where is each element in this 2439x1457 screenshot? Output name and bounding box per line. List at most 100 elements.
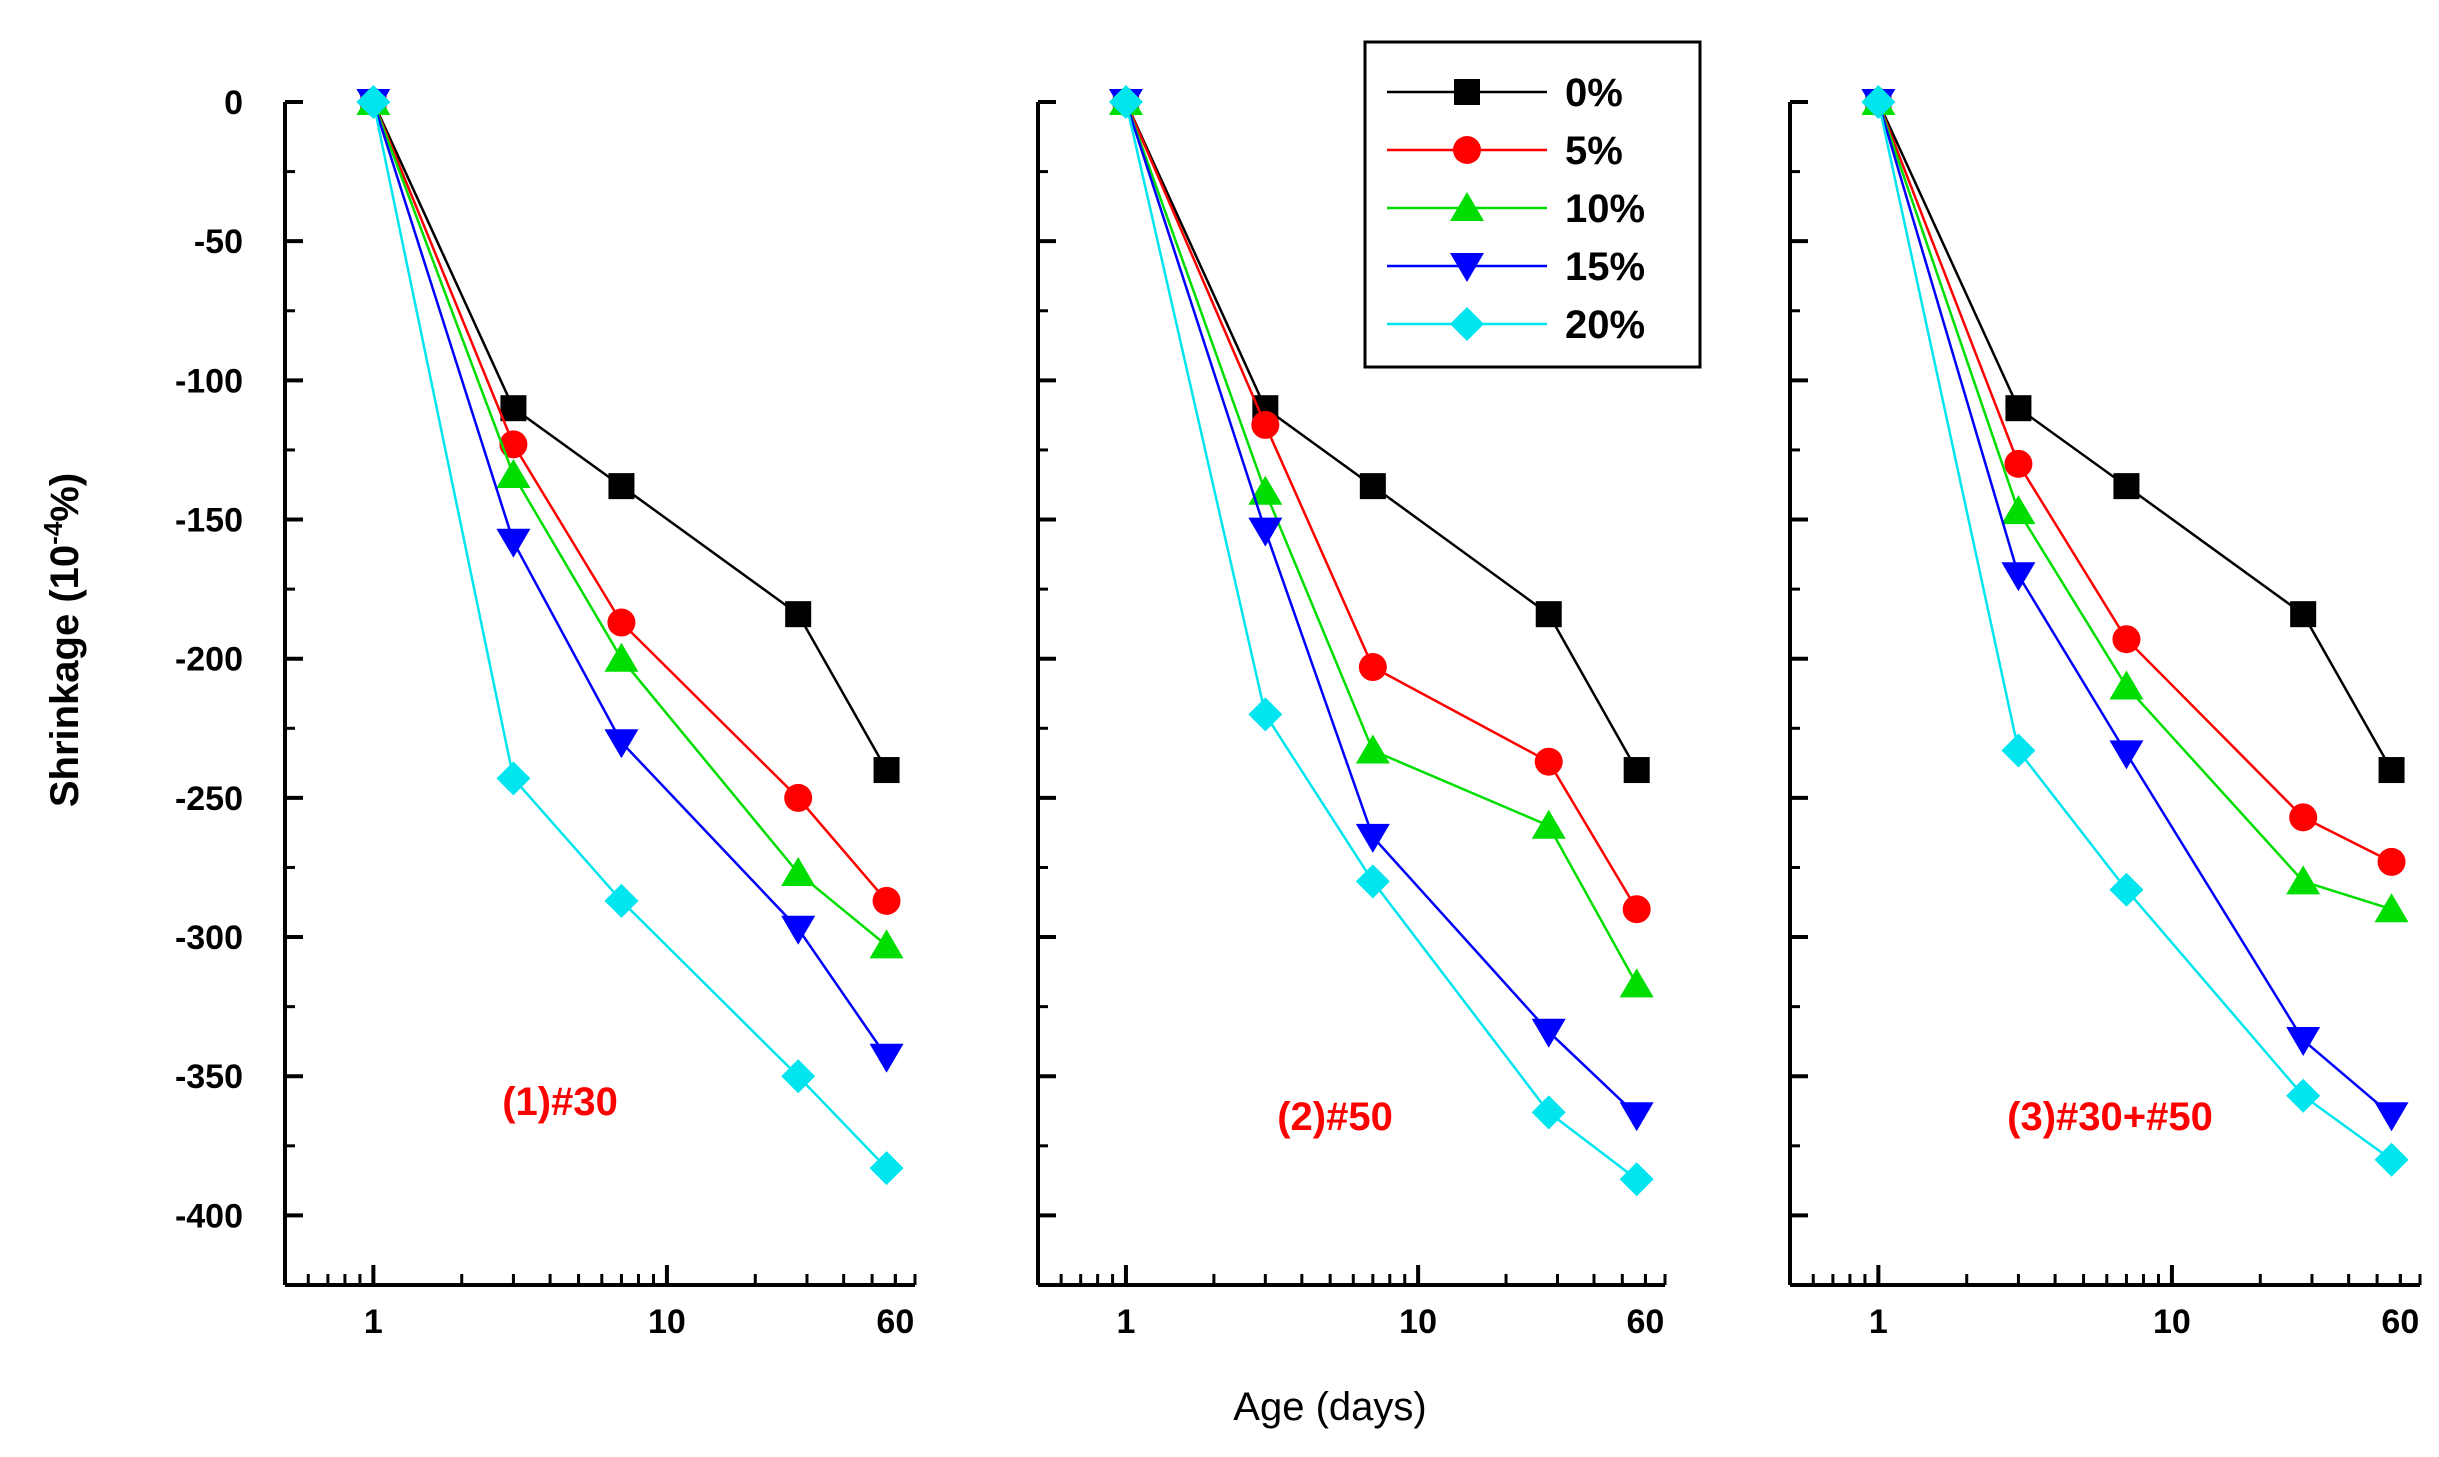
x-tick-label: 60 xyxy=(1627,1303,1665,1341)
series-line xyxy=(1877,101,2392,911)
data-point xyxy=(781,915,816,945)
data-point xyxy=(784,783,813,812)
data-point xyxy=(2109,670,2144,700)
series-15% xyxy=(356,89,904,1073)
data-point xyxy=(1251,410,1280,439)
data-point xyxy=(1248,697,1283,732)
legend-marker xyxy=(1450,192,1484,221)
data-point xyxy=(2374,1142,2409,1177)
panel-1: 0 -50 -100 -150 -200 -250 -300 -350 -400 1 10 60 (1)… xyxy=(175,84,917,1341)
data-point xyxy=(1358,653,1387,682)
series-10% xyxy=(356,86,904,959)
y-tick-label: 0 xyxy=(224,84,243,122)
legend-item-15%: 15% xyxy=(1387,245,1645,289)
data-point xyxy=(356,85,391,119)
data-point xyxy=(2113,473,2140,500)
panel-label: (1)#30 xyxy=(502,1080,618,1124)
x-tick-label: 1 xyxy=(1869,1303,1888,1341)
series-line xyxy=(372,101,888,1058)
data-point xyxy=(1622,895,1651,924)
data-point xyxy=(869,1043,904,1073)
data-point xyxy=(1531,1018,1566,1048)
x-tick-label: 10 xyxy=(1399,1303,1437,1341)
data-point xyxy=(1861,85,1896,119)
data-point xyxy=(2377,847,2406,876)
y-axis-title-end: %) xyxy=(43,473,87,522)
data-point xyxy=(499,430,528,459)
legend-box xyxy=(1363,40,1702,369)
y-tick-label: -250 xyxy=(175,780,243,818)
legend-item-5%: 5% xyxy=(1387,129,1623,173)
data-point xyxy=(2378,757,2405,784)
panels-layer: 0 -50 -100 -150 -200 -250 -300 -350 -400 1 10 60 (1)… xyxy=(175,84,2422,1341)
data-point xyxy=(781,857,816,887)
x-tick-label: 1 xyxy=(1116,1303,1135,1341)
y-tick-label: -150 xyxy=(175,502,243,540)
data-point xyxy=(604,729,639,759)
data-point xyxy=(604,883,639,918)
data-point xyxy=(2289,803,2318,832)
data-point xyxy=(2001,562,2036,592)
data-point xyxy=(1248,475,1283,505)
data-point xyxy=(500,395,527,422)
data-point xyxy=(604,642,639,672)
legend-marker xyxy=(1454,79,1480,105)
legend-label: 15% xyxy=(1565,245,1645,289)
data-point xyxy=(869,1151,904,1186)
data-point xyxy=(1355,734,1390,764)
series-line xyxy=(372,101,888,902)
y-axis-title-exponent: -4 xyxy=(38,521,68,545)
data-point xyxy=(608,473,635,500)
data-point xyxy=(1248,517,1283,547)
x-tick-label: 10 xyxy=(2153,1303,2191,1341)
data-point xyxy=(496,528,531,558)
y-tick-label: -350 xyxy=(175,1058,243,1096)
data-point xyxy=(785,601,812,628)
data-point xyxy=(2112,625,2141,654)
series-10% xyxy=(1861,86,2409,923)
data-point xyxy=(1531,1095,1566,1130)
data-point xyxy=(2109,740,2144,770)
x-tick-label: 60 xyxy=(2381,1303,2419,1341)
data-point xyxy=(2001,495,2036,525)
data-point xyxy=(607,608,636,637)
data-point xyxy=(2286,1027,2321,1057)
x-tick-label: 10 xyxy=(648,1303,686,1341)
x-axis-title: Age (days) xyxy=(1233,1385,1426,1429)
data-point xyxy=(1355,864,1390,899)
data-point xyxy=(2109,872,2144,907)
panel-2: 1 10 60 (2)#50 xyxy=(1036,85,1667,1341)
data-point xyxy=(1359,473,1386,500)
series-0% xyxy=(360,89,900,784)
x-tick-label: 60 xyxy=(876,1303,914,1341)
data-point xyxy=(2286,1078,2321,1113)
data-point xyxy=(1355,823,1390,853)
legend-item-0%: 0% xyxy=(1387,71,1623,115)
y-tick-label: -100 xyxy=(175,362,243,400)
data-point xyxy=(496,458,531,488)
panel-3: 1 10 60 (3)#30+#50 xyxy=(1788,85,2422,1341)
series-20% xyxy=(356,85,904,1186)
legend-item-20%: 20% xyxy=(1387,303,1645,347)
data-point xyxy=(2374,893,2409,923)
legend-label: 0% xyxy=(1565,71,1623,115)
legend-item-10%: 10% xyxy=(1387,187,1645,231)
data-point xyxy=(1535,601,1562,628)
legend-marker xyxy=(1453,136,1481,164)
data-point xyxy=(2001,733,2036,768)
data-point xyxy=(1623,757,1650,784)
panel-label: (2)#50 xyxy=(1277,1095,1393,1139)
data-point xyxy=(2290,601,2317,628)
series-20% xyxy=(1861,85,2409,1177)
legend-marker xyxy=(1450,307,1484,341)
y-tick-label: -400 xyxy=(175,1197,243,1235)
data-point xyxy=(1619,968,1654,998)
legend-label: 10% xyxy=(1565,187,1645,231)
data-point xyxy=(1619,1162,1654,1197)
data-point xyxy=(1531,809,1566,839)
data-point xyxy=(1108,85,1143,119)
y-tick-label: -200 xyxy=(175,641,243,679)
legend: 0% 5% 10% 15% 20% xyxy=(1363,40,1702,369)
data-point xyxy=(869,929,904,959)
legend-label: 5% xyxy=(1565,129,1623,173)
